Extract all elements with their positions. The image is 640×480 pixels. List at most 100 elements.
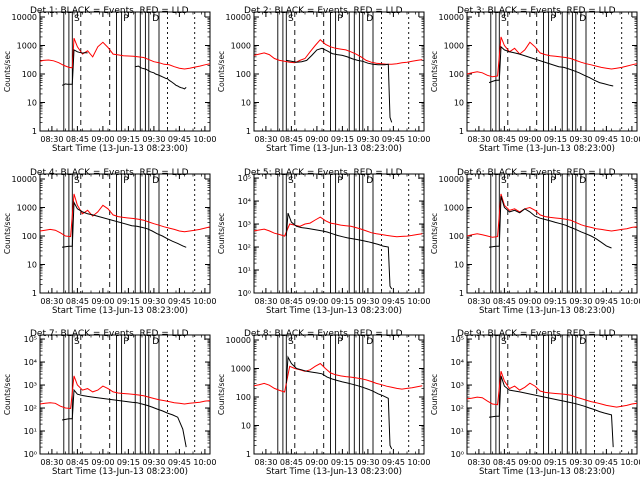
- interval-label-s: S: [74, 176, 80, 186]
- x-tick-label: 09:00: [91, 135, 114, 144]
- lld-series-line: [253, 362, 423, 393]
- x-tick-label: 10:00: [407, 135, 430, 144]
- y-tick-label: 10: [27, 99, 37, 108]
- interval-label-d: D: [579, 337, 586, 347]
- y-tick-label: 10¹: [238, 266, 251, 275]
- y-tick-label: 1000: [231, 365, 251, 374]
- y-axis-label: Counts/sec: [217, 51, 226, 92]
- chart-title: Det 5: BLACK = Events, RED = LLD: [244, 168, 403, 178]
- y-tick-label: 10²: [24, 404, 37, 413]
- y-axis-label: Counts/sec: [430, 51, 439, 92]
- chart-title: Det 3: BLACK = Events, RED = LLD: [457, 6, 616, 16]
- x-axis-label: Start Time (13-Jun-13 08:23:00): [479, 144, 615, 154]
- y-tick-label: 10⁵: [24, 335, 37, 344]
- x-tick-label: 09:45: [168, 297, 191, 306]
- interval-label-p: P: [123, 14, 129, 24]
- panel-det-9: Det 9: BLACK = Events, RED = LLD 10⁰ 10¹ 10…: [430, 329, 640, 477]
- x-tick-label: 09:15: [544, 135, 567, 144]
- x-tick-label: 08:45: [66, 297, 89, 306]
- y-tick-label: 1: [246, 127, 251, 136]
- y-tick-label: 10¹: [451, 427, 464, 436]
- y-axis-label: Counts/sec: [430, 213, 439, 254]
- x-tick-label: 08:45: [493, 458, 516, 467]
- interval-label-p: P: [123, 337, 129, 347]
- interval-label-p: P: [337, 176, 343, 186]
- y-axis-label: Counts/sec: [430, 374, 439, 415]
- lld-series-line: [253, 38, 423, 65]
- y-tick-label: 1: [32, 289, 37, 298]
- interval-label-s: S: [74, 14, 80, 24]
- x-tick-label: 09:15: [544, 297, 567, 306]
- x-tick-label: 09:15: [544, 458, 567, 467]
- chart-title: Det 9: BLACK = Events, RED = LLD: [457, 329, 616, 339]
- x-tick-label: 09:30: [142, 297, 165, 306]
- x-tick-label: 09:15: [331, 297, 354, 306]
- interval-label-p: P: [337, 337, 343, 347]
- chart-title: Det 1: BLACK = Events, RED = LLD: [30, 6, 189, 16]
- x-tick-label: 09:15: [331, 135, 354, 144]
- lld-series-line: [39, 38, 211, 70]
- events-series-line: [285, 355, 393, 450]
- lld-series-line: [39, 193, 211, 238]
- interval-label-d: D: [152, 14, 159, 24]
- panel-det-6: Det 6: BLACK = Events, RED = LLD 1 10 100 10…: [430, 168, 640, 316]
- y-axis-label: Counts/sec: [3, 374, 12, 415]
- events-series-line: [488, 45, 614, 87]
- events-series-line: [62, 388, 187, 448]
- x-tick-label: 08:45: [493, 135, 516, 144]
- y-axis-label: Counts/sec: [217, 374, 226, 415]
- x-tick-label: 09:30: [356, 458, 379, 467]
- x-tick-label: 09:00: [91, 458, 114, 467]
- y-tick-label: 10⁰: [238, 289, 251, 298]
- y-tick-label: 10: [27, 261, 37, 270]
- x-tick-label: 09:00: [518, 458, 541, 467]
- x-tick-label: 09:00: [305, 458, 328, 467]
- x-tick-label: 09:45: [382, 135, 405, 144]
- interval-label-s: S: [288, 176, 294, 186]
- x-axis-label: Start Time (13-Jun-13 08:23:00): [266, 467, 402, 477]
- chart-title: Det 2: BLACK = Events, RED = LLD: [244, 6, 403, 16]
- x-tick-label: 09:45: [595, 135, 618, 144]
- panel-det-1: Det 1: BLACK = Events, RED = LLD 1 10 100 10…: [3, 6, 216, 154]
- y-tick-label: 100: [22, 70, 37, 79]
- panel-det-3: Det 3: BLACK = Events, RED = LLD 1 10 100 10…: [430, 6, 640, 154]
- interval-label-s: S: [501, 176, 507, 186]
- x-tick-label: 09:15: [117, 297, 140, 306]
- x-tick-label: 08:45: [280, 135, 303, 144]
- x-tick-label: 09:45: [168, 458, 191, 467]
- interval-label-s: S: [288, 14, 294, 24]
- interval-label-p: P: [337, 14, 343, 24]
- plot-frame: [253, 334, 425, 455]
- chart-title: Det 7: BLACK = Events, RED = LLD: [30, 329, 189, 339]
- x-tick-label: 09:30: [142, 135, 165, 144]
- x-tick-label: 10:00: [193, 458, 216, 467]
- x-axis-label: Start Time (13-Jun-13 08:23:00): [52, 467, 188, 477]
- x-tick-label: 08:30: [467, 458, 490, 467]
- y-tick-label: 1000: [17, 42, 37, 51]
- interval-label-s: S: [501, 337, 507, 347]
- interval-label-d: D: [579, 176, 586, 186]
- x-tick-label: 09:30: [569, 135, 592, 144]
- interval-label-p: P: [123, 176, 129, 186]
- y-tick-label: 10³: [451, 381, 464, 390]
- x-tick-label: 08:30: [467, 297, 490, 306]
- y-tick-label: 10000: [439, 13, 464, 22]
- interval-label-d: D: [152, 176, 159, 186]
- y-tick-label: 10²: [451, 404, 464, 413]
- y-tick-label: 10⁵: [451, 335, 464, 344]
- x-tick-label: 10:00: [407, 458, 430, 467]
- x-tick-label: 10:00: [193, 297, 216, 306]
- plot-frame: [466, 11, 638, 132]
- x-tick-label: 08:45: [280, 297, 303, 306]
- y-tick-label: 10⁴: [238, 197, 251, 206]
- y-tick-label: 10000: [12, 13, 37, 22]
- interval-label-p: P: [550, 176, 556, 186]
- y-tick-label: 10⁵: [238, 174, 251, 183]
- x-axis-label: Start Time (13-Jun-13 08:23:00): [479, 467, 615, 477]
- x-tick-label: 08:30: [40, 297, 63, 306]
- x-tick-label: 10:00: [620, 297, 640, 306]
- panel-det-4: Det 4: BLACK = Events, RED = LLD 1 10 100 10…: [3, 168, 216, 316]
- plot-frame: [39, 173, 211, 294]
- panel-det-5: Det 5: BLACK = Events, RED = LLD 10⁰ 10¹ 10…: [217, 168, 430, 316]
